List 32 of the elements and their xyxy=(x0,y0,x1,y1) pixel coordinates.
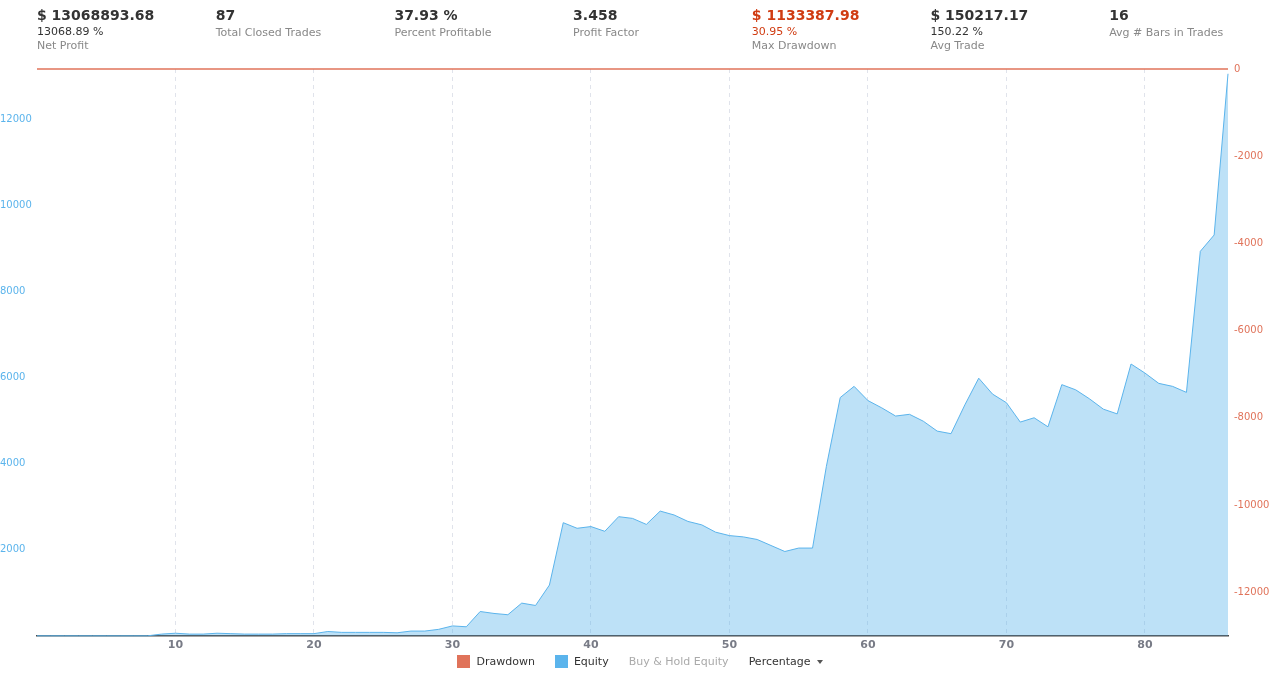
text: $ 13068893.68 13068.89 % Net Profit xyxy=(37,6,156,53)
text: Buy & Hold Equity xyxy=(628,655,729,668)
x-tick-label: 40 xyxy=(583,638,599,652)
text: Percentage xyxy=(748,655,811,668)
legend-label: Drawdown xyxy=(476,655,535,668)
x-tick-label: 70 xyxy=(998,638,1015,652)
legend-label: Equity xyxy=(573,655,609,668)
text: $ 1133387.98 30.95 % Max Drawdown xyxy=(751,6,861,53)
text: 3.458 Profit Factor xyxy=(573,6,640,40)
y-tick-label: 10000 xyxy=(0,199,32,211)
text: $ 150217.17 150.22 % Avg Trade xyxy=(930,6,1030,53)
x-tick-label: 30 xyxy=(444,638,461,652)
x-tick-label: 10 xyxy=(167,638,184,652)
y2-tick-label: -6000 xyxy=(1234,324,1264,336)
x-tick-label: 50 xyxy=(721,638,738,652)
x-tick-label: 20 xyxy=(306,638,322,652)
y-tick-label: 6000 xyxy=(0,371,26,383)
text: 16 Avg # Bars in Trades xyxy=(1109,6,1225,40)
y-tick-label: 12000 xyxy=(0,113,32,125)
y2-tick-label: -12000 xyxy=(1234,585,1270,597)
y2-tick-label: -2000 xyxy=(1234,149,1264,161)
y2-tick-label: -8000 xyxy=(1234,411,1264,423)
y2-tick-label: -4000 xyxy=(1234,236,1264,248)
y-tick-label: 8000 xyxy=(0,285,26,297)
y-tick-label: 4000 xyxy=(0,457,26,469)
y-tick-label: 2000 xyxy=(0,543,26,555)
x-tick-label: 60 xyxy=(860,638,876,652)
text: 37.93 % Percent Profitable xyxy=(394,6,493,40)
text: 87 Total Closed Trades xyxy=(215,6,323,40)
y2-tick-label: -10000 xyxy=(1234,498,1270,510)
y2-tick-label: 0 xyxy=(1234,62,1241,74)
x-tick-label: 80 xyxy=(1137,638,1153,652)
